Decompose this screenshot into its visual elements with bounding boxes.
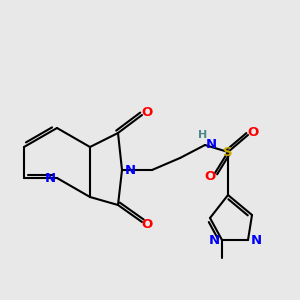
Text: O: O [204, 169, 216, 182]
Text: N: N [206, 139, 217, 152]
Text: S: S [223, 146, 233, 158]
Text: O: O [248, 125, 259, 139]
Text: O: O [141, 106, 153, 118]
Text: H: H [198, 130, 208, 140]
Text: O: O [141, 218, 153, 232]
Text: N: N [208, 233, 220, 247]
Text: N: N [44, 172, 56, 184]
Text: N: N [124, 164, 136, 176]
Text: N: N [250, 233, 262, 247]
